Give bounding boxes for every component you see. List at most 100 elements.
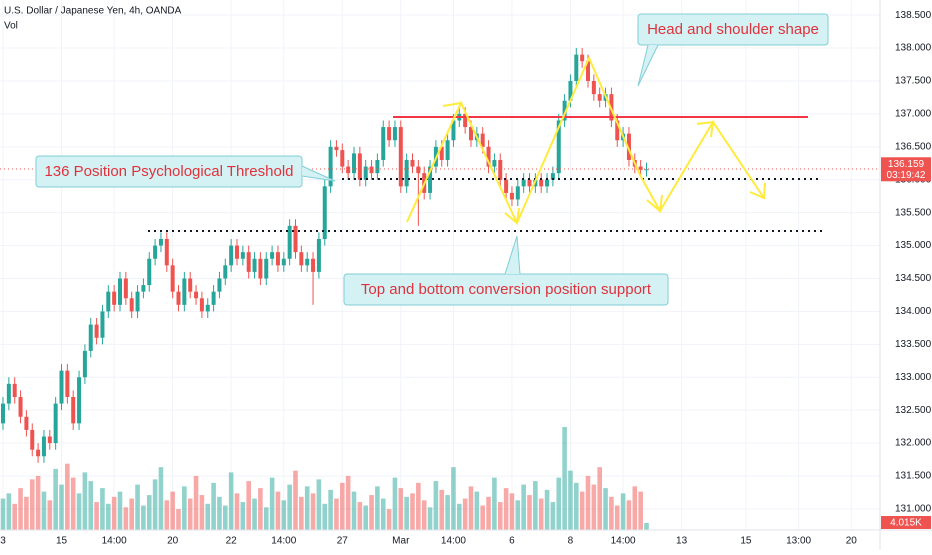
volume-bar [182,486,187,530]
volume-bar [433,481,439,530]
volume-bar [603,488,608,530]
callout: Top and bottom conversion position suppo… [343,235,669,306]
volume-bar [620,493,626,530]
candle-body [12,383,17,398]
candle-body [515,186,520,200]
volume-bar [614,505,620,530]
x-tick-label: 14:00 [271,536,296,547]
volume-bar [59,484,64,530]
y-tick-label: 137.000 [895,109,932,120]
candle-body [94,324,99,338]
y-tick-label: 135.000 [895,240,932,251]
volume-bar [281,500,287,530]
volume-bar [258,488,263,530]
y-tick-label: 131.000 [895,504,932,515]
volume-bar [176,509,181,530]
x-tick-label: 20 [167,536,179,547]
candle-body [211,291,216,305]
volume-bar [299,496,304,530]
candle-body [164,238,169,266]
candle-body [129,298,134,312]
candle-body [556,120,561,174]
candle-body [158,238,163,246]
volume-bar [275,491,281,530]
arrow-head [749,182,766,200]
candle-body [30,429,35,450]
volume-bar [82,472,88,530]
volume-bar [111,496,117,530]
x-tick-label: 13 [676,536,688,547]
y-tick-label: 136.500 [895,141,932,152]
volume-bar [193,475,199,530]
candle-body [591,80,596,95]
candle-body [112,291,117,305]
candle-body [381,127,386,160]
candle-body [170,265,175,292]
volume-bar [404,496,409,530]
volume-bar [205,503,211,530]
x-tick-label: 22 [226,536,238,547]
volume-bar [451,467,456,530]
volume-bar [328,489,333,530]
volume-bar [223,505,228,530]
candle-body [463,113,468,128]
callout-pointer [504,235,521,275]
volume-bar [340,482,345,530]
candle-body [299,252,304,266]
volume-bar [65,463,70,530]
volume-bar [322,503,328,530]
candle-body [550,173,555,180]
candle-body [328,146,333,187]
volume-bar [88,481,94,530]
candle-body [118,278,122,305]
volume-bar [421,500,427,530]
candle-body [24,416,29,430]
volume-bar [638,491,643,530]
candle-body [293,225,298,253]
candle-body [404,159,409,187]
volume-bar [345,475,351,530]
candle-body [387,127,392,141]
candle-body [229,245,234,266]
x-tick-label: 20 [846,536,858,547]
candle-body [82,350,87,378]
volume-bar [146,495,152,530]
candle-body [357,153,362,180]
volume-bar [106,503,111,530]
arrow-head [504,207,520,225]
candle-body [638,166,643,170]
annotation: Top and bottom conversion position suppo… [361,281,652,298]
candle-body [416,166,421,174]
candle-body [270,252,275,259]
candle-body [439,146,444,160]
chart-title: U.S. Dollar / Japanese Yen, 4h, OANDA [4,6,182,17]
candle-body [428,166,433,193]
candle-body [545,179,550,187]
candle-body [235,245,239,259]
x-tick-label: 15 [740,536,752,547]
arrow-head [646,194,663,213]
y-tick-label: 135.500 [895,207,932,218]
volume-bar [29,479,35,530]
volume-bar [0,498,6,530]
candle-body [182,278,187,305]
candle-body [275,252,280,266]
candle-body [410,159,415,167]
price-axis [880,0,932,530]
callout: 136 Position Psychological Threshold [35,155,336,188]
candle-body [77,377,82,424]
candle-body [252,258,257,272]
candle-body [352,153,356,174]
volume-bar [6,493,12,530]
x-tick-label: 14:00 [441,536,466,547]
annotation: Head and shoulder shape [647,21,819,38]
volume-bar [503,488,509,530]
volume-bar [94,502,99,530]
volume-bar [293,470,298,530]
volume-bar [269,477,275,530]
volume-bar [515,500,521,530]
y-tick-label: 134.000 [895,306,932,317]
volume-bar [152,479,158,530]
x-tick-label: 8 [568,536,574,547]
price-badge [881,157,931,182]
